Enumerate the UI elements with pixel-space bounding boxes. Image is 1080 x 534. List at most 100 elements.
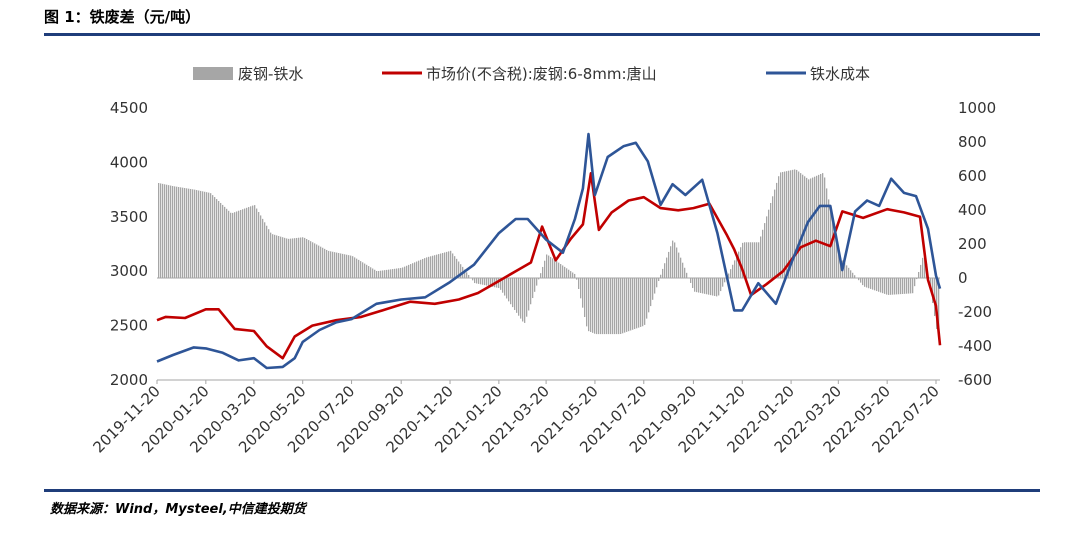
spread-bar bbox=[510, 278, 512, 305]
spread-bar bbox=[212, 195, 214, 278]
spread-bar bbox=[896, 278, 898, 295]
spread-bar bbox=[716, 278, 718, 297]
spread-bar bbox=[436, 254, 438, 278]
spread-bar bbox=[876, 278, 878, 292]
spread-bar bbox=[742, 242, 744, 278]
spread-bar bbox=[632, 278, 634, 330]
spread-bar bbox=[174, 186, 176, 278]
spread-bar bbox=[214, 197, 216, 278]
spread-bar bbox=[402, 267, 404, 278]
spread-bar bbox=[384, 270, 386, 278]
spread-bar bbox=[332, 251, 334, 278]
spread-bar bbox=[542, 266, 544, 278]
spread-bar bbox=[358, 259, 360, 278]
top-rule bbox=[44, 33, 1040, 36]
right-tick-label: -200 bbox=[958, 303, 992, 321]
spread-bar bbox=[712, 278, 714, 296]
spread-bar bbox=[692, 278, 694, 289]
spread-bar bbox=[312, 242, 314, 278]
spread-bar bbox=[272, 234, 274, 278]
spread-bar bbox=[450, 250, 452, 278]
spread-bar bbox=[584, 278, 586, 318]
spread-bar bbox=[258, 211, 260, 278]
spread-bar bbox=[468, 274, 470, 278]
spread-bar bbox=[446, 251, 448, 278]
spread-bar bbox=[930, 278, 932, 290]
legend-label: 铁水成本 bbox=[810, 65, 870, 83]
spread-bar bbox=[824, 177, 826, 278]
spread-bar bbox=[702, 278, 704, 294]
spread-bar bbox=[204, 191, 206, 278]
left-tick-label: 2000 bbox=[110, 371, 148, 389]
spread-bar bbox=[460, 264, 462, 278]
spread-bar bbox=[372, 268, 374, 278]
spread-bar bbox=[370, 267, 372, 278]
spread-bar bbox=[616, 278, 618, 335]
spread-bar bbox=[386, 269, 388, 278]
spread-bar bbox=[246, 207, 248, 278]
left-tick-label: 2500 bbox=[110, 317, 148, 335]
spread-bar bbox=[798, 171, 800, 278]
line-series-group bbox=[156, 132, 942, 370]
spread-bar bbox=[924, 250, 926, 278]
spread-bar bbox=[228, 210, 230, 278]
spread-bar bbox=[190, 188, 192, 278]
spread-bar bbox=[268, 229, 270, 278]
spread-bar bbox=[354, 257, 356, 278]
spread-bar bbox=[678, 252, 680, 278]
spread-bar bbox=[424, 258, 426, 278]
spread-bar bbox=[254, 205, 256, 278]
spread-bar bbox=[290, 238, 292, 278]
spread-bar bbox=[810, 178, 812, 278]
spread-bar bbox=[844, 262, 846, 278]
spread-bar bbox=[782, 171, 784, 278]
spread-bar bbox=[382, 270, 384, 278]
spread-bar bbox=[592, 278, 594, 333]
spread-bar bbox=[808, 179, 810, 278]
spread-bar bbox=[392, 269, 394, 278]
spread-bar bbox=[438, 254, 440, 278]
spread-bar bbox=[792, 169, 794, 278]
spread-bar bbox=[656, 278, 658, 288]
right-tick-label: 600 bbox=[958, 167, 987, 185]
spread-bar bbox=[198, 190, 200, 278]
spread-bar bbox=[302, 237, 304, 278]
spread-bar bbox=[820, 173, 822, 278]
spread-bar bbox=[648, 278, 650, 313]
spread-bar bbox=[608, 278, 610, 335]
spread-bar bbox=[380, 270, 382, 278]
spread-bar bbox=[310, 241, 312, 278]
spread-bar bbox=[904, 278, 906, 294]
spread-bar bbox=[278, 236, 280, 278]
spread-bar bbox=[514, 278, 516, 310]
left-tick-label: 4000 bbox=[110, 153, 148, 171]
spread-bar bbox=[288, 238, 290, 278]
spread-bar bbox=[432, 255, 434, 278]
spread-bar bbox=[300, 237, 302, 278]
spread-bar bbox=[918, 271, 920, 278]
spread-bar bbox=[248, 207, 250, 278]
spread-bar bbox=[260, 215, 262, 278]
spread-bar bbox=[274, 234, 276, 278]
spread-bar bbox=[708, 278, 710, 295]
spread-bar bbox=[522, 278, 524, 322]
spread-bar bbox=[630, 278, 632, 331]
spread-bar bbox=[536, 278, 538, 286]
spread-bar bbox=[906, 278, 908, 294]
spread-bar bbox=[376, 270, 378, 278]
spread-bar bbox=[920, 264, 922, 278]
spread-bar bbox=[642, 278, 644, 327]
spread-bar bbox=[186, 188, 188, 278]
spread-bar bbox=[390, 269, 392, 278]
spread-bar bbox=[812, 177, 814, 278]
spread-bar bbox=[860, 278, 862, 283]
spread-bar bbox=[750, 242, 752, 278]
spread-bar bbox=[818, 174, 820, 278]
spread-bar bbox=[908, 278, 910, 294]
spread-bar bbox=[626, 278, 628, 332]
spread-bar bbox=[172, 185, 174, 278]
spread-bar bbox=[794, 169, 796, 278]
spread-bar bbox=[770, 202, 772, 278]
spread-bar bbox=[766, 216, 768, 278]
